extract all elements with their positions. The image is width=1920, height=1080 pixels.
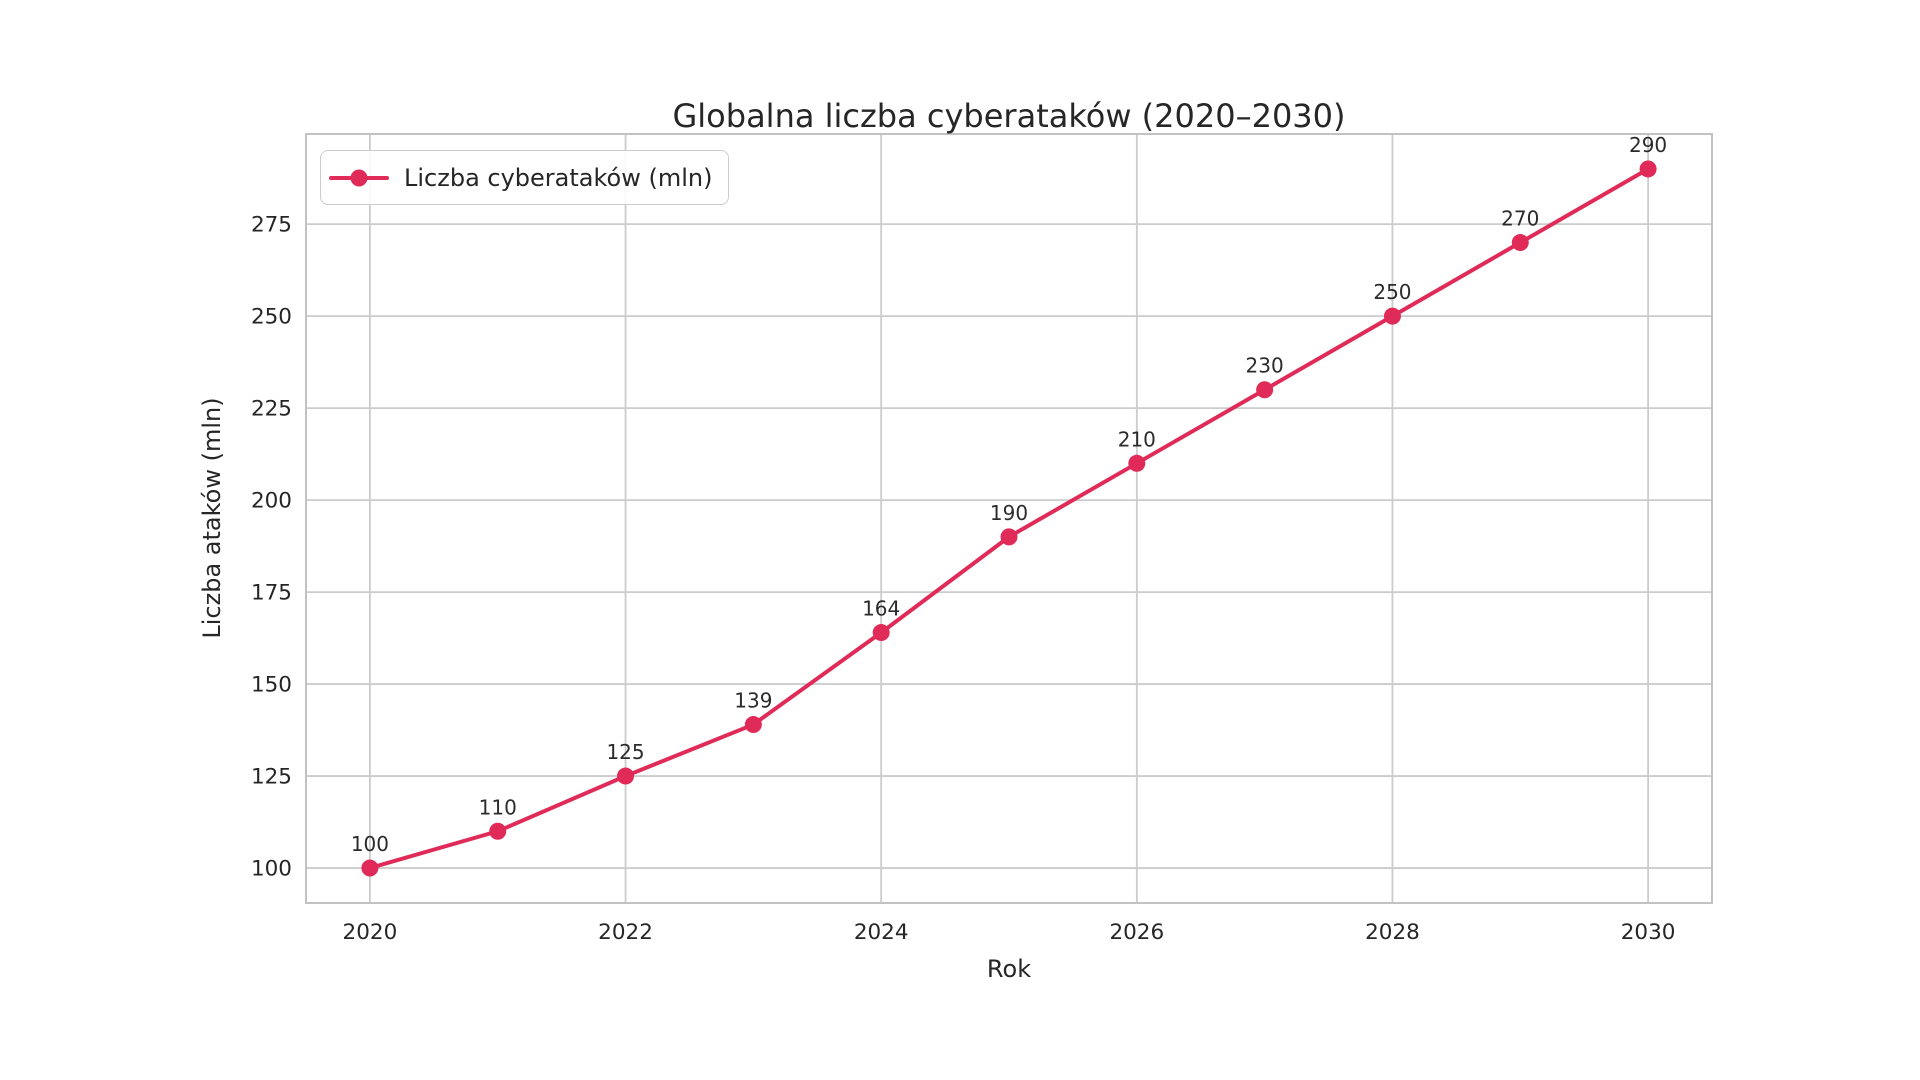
data-point-label: 164 — [862, 597, 900, 621]
data-point-marker — [1383, 307, 1401, 325]
x-tick-label: 2024 — [854, 920, 909, 945]
data-point-marker — [1128, 454, 1146, 472]
y-tick-label: 250 — [251, 305, 292, 330]
data-point-label: 230 — [1246, 354, 1284, 378]
data-point-marker — [1639, 160, 1657, 178]
data-point-marker — [1511, 234, 1529, 252]
x-tick-label: 2022 — [598, 920, 653, 945]
data-point-marker — [744, 716, 762, 734]
data-point-label: 250 — [1373, 280, 1411, 304]
legend-line-marker-icon — [329, 169, 389, 186]
legend: Liczba cyberataków (mln) — [320, 150, 730, 205]
data-point-label: 110 — [479, 795, 517, 819]
y-tick-label: 100 — [251, 857, 292, 882]
x-tick-label: 2026 — [1109, 920, 1164, 945]
y-tick-label: 200 — [251, 489, 292, 514]
data-point-label: 139 — [734, 689, 772, 713]
x-tick-label: 2020 — [343, 920, 398, 945]
data-point-label: 210 — [1118, 427, 1156, 451]
chart-title: Globalna liczba cyberataków (2020–2030) — [672, 97, 1346, 135]
data-point-label: 125 — [606, 740, 644, 764]
plot-border — [305, 133, 1713, 904]
x-tick-label: 2028 — [1365, 920, 1420, 945]
data-point-label: 270 — [1501, 207, 1539, 231]
y-tick-label: 225 — [251, 397, 292, 422]
legend-label: Liczba cyberataków (mln) — [404, 163, 713, 192]
data-point-marker — [617, 767, 635, 785]
y-tick-label: 175 — [251, 581, 292, 606]
x-tick-label: 2030 — [1621, 920, 1676, 945]
y-tick-label: 125 — [251, 765, 292, 790]
y-axis-label: Liczba ataków (mln) — [198, 397, 226, 639]
data-point-marker — [1000, 528, 1018, 546]
y-tick-label: 150 — [251, 673, 292, 698]
data-point-marker — [489, 822, 507, 840]
x-axis-label: Rok — [986, 955, 1032, 983]
data-point-label: 100 — [351, 832, 389, 856]
data-point-marker — [361, 859, 379, 877]
data-point-label: 290 — [1629, 133, 1667, 157]
data-point-label: 190 — [990, 501, 1028, 525]
data-point-marker — [1256, 381, 1274, 399]
y-tick-label: 275 — [251, 213, 292, 238]
data-point-marker — [872, 624, 890, 642]
